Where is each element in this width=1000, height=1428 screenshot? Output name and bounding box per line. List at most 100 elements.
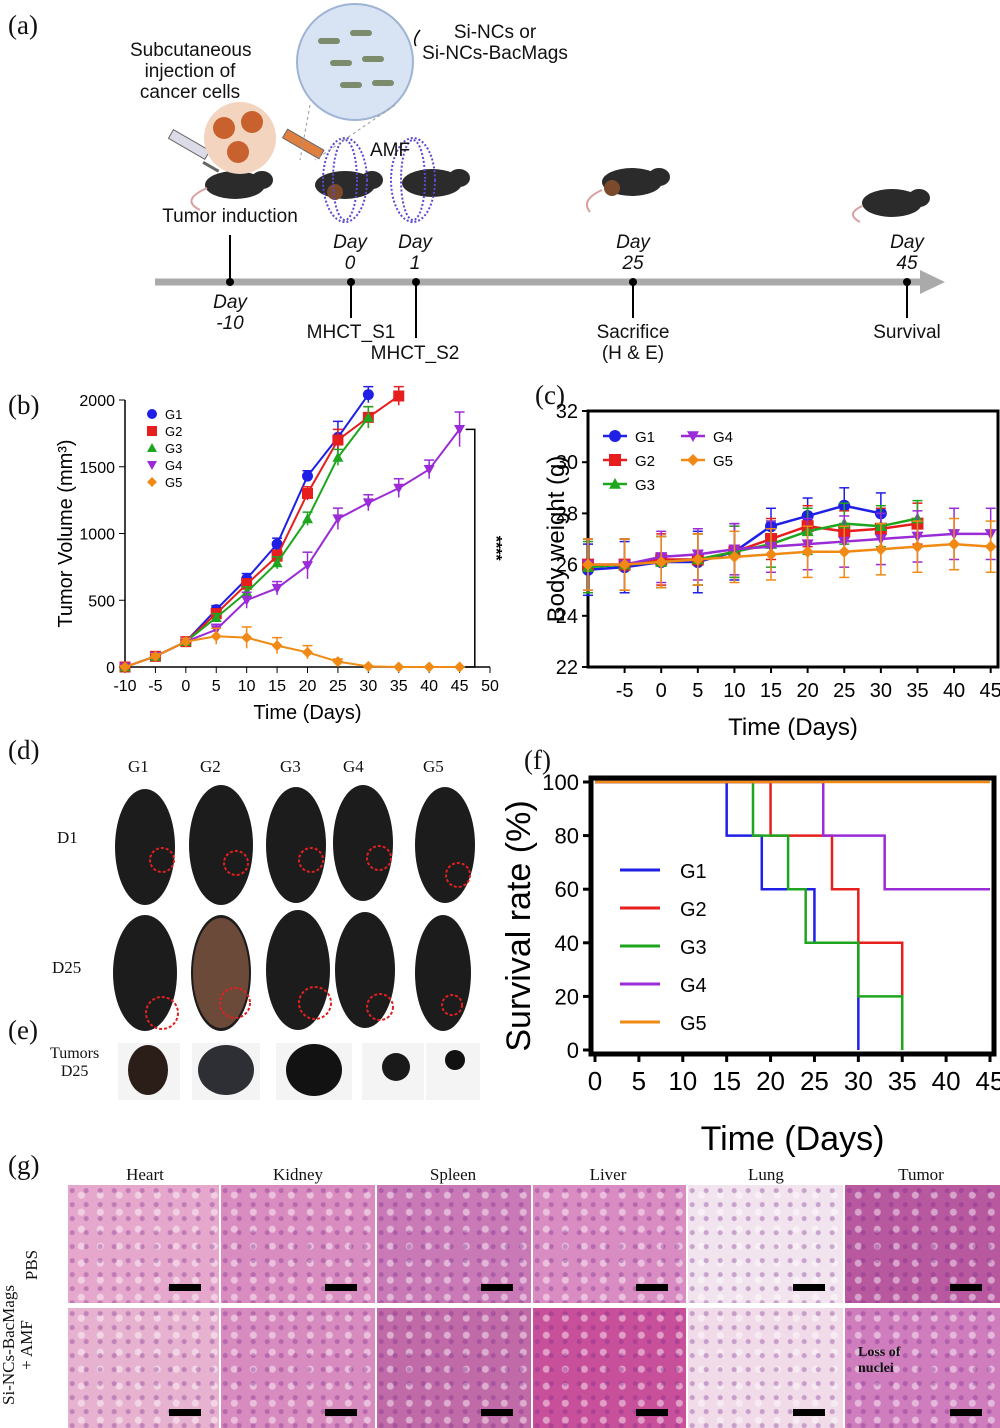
histology-image (845, 1308, 1000, 1428)
data-point (302, 561, 313, 572)
significance-label: **** (487, 536, 504, 562)
x-tick-label: 20 (797, 680, 819, 702)
tumors-label: Tumors D25 (50, 1045, 100, 1080)
legend-marker (687, 454, 699, 466)
legend-label: G2 (635, 453, 655, 470)
x-tick-label: 5 (632, 1066, 646, 1096)
scale-bar (950, 1409, 982, 1416)
injection-label: Subcutaneous injection of cancer cells (130, 40, 252, 103)
data-point (302, 646, 313, 658)
data-point (271, 538, 283, 550)
data-point (393, 390, 405, 402)
panel-g-label: (g) (8, 1150, 40, 1180)
data-point (362, 660, 374, 672)
data-point (362, 411, 374, 422)
panel-a-label: (a) (8, 10, 38, 40)
y-tick-label: 1500 (79, 460, 115, 477)
x-tick-label: 15 (268, 678, 286, 695)
legend-marker (147, 443, 157, 452)
significance-bracket (465, 428, 476, 668)
data-point (271, 557, 283, 568)
amf-coil-icon (322, 137, 436, 223)
day-label: Day 25 (616, 232, 650, 274)
loss-of-nuclei-annotation: Loss of nuclei (858, 1345, 901, 1376)
histology-image (68, 1308, 219, 1428)
histology-image (377, 1308, 531, 1428)
histology-column-label: Liver (589, 1165, 627, 1184)
histology-image (688, 1308, 843, 1428)
y-axis-label: Body weight (g) (543, 456, 570, 623)
data-point (838, 545, 851, 558)
legend-marker (687, 431, 699, 442)
event-label: MHCT_S1 (306, 322, 396, 343)
photo-group-label: G2 (200, 757, 221, 776)
photo-group-label: G1 (128, 757, 149, 776)
legend-label: G1 (165, 407, 182, 422)
x-tick-label: 35 (888, 1066, 917, 1096)
x-tick-label: 20 (299, 678, 317, 695)
histology-image (533, 1185, 686, 1303)
data-point (874, 543, 887, 556)
x-tick-label: 5 (212, 678, 221, 695)
x-tick-label: 10 (238, 678, 256, 695)
y-tick-label: 22 (556, 657, 578, 679)
scale-bar (325, 1284, 357, 1291)
data-point (582, 558, 594, 571)
data-point (423, 465, 435, 475)
data-point (332, 656, 344, 668)
series-G2 (582, 502, 924, 591)
data-point (393, 483, 405, 494)
mouse-icon (586, 168, 670, 213)
x-tick-label: -5 (616, 680, 634, 702)
legend-marker (609, 454, 621, 466)
legend-label: G3 (680, 937, 707, 959)
x-tick-label: 10 (723, 680, 745, 702)
series-line (595, 780, 904, 1050)
data-point (393, 661, 405, 673)
x-tick-label: 45 (451, 678, 469, 695)
y-tick-label: 20 (555, 984, 579, 1009)
data-point (180, 636, 192, 648)
panel-d-label: (d) (8, 735, 40, 765)
x-tick-label: 0 (181, 678, 190, 695)
legend-label: G4 (165, 458, 182, 473)
legend-label: G2 (165, 424, 182, 439)
x-tick-label: 0 (588, 1066, 602, 1096)
x-tick-label: 30 (359, 678, 377, 695)
day-label: Day 0 (333, 232, 367, 274)
series-line (587, 517, 918, 569)
y-tick-label: 2000 (79, 393, 115, 410)
x-tick-label: 25 (833, 680, 855, 702)
panel-e-label: (e) (8, 1015, 38, 1045)
series-G2 (119, 385, 405, 673)
data-point (911, 540, 924, 553)
series-G5 (119, 626, 466, 673)
legend-marker (147, 477, 157, 487)
tumor-induction-label: Tumor induction (162, 206, 298, 227)
scale-bar (636, 1409, 668, 1416)
x-tick-label: 20 (756, 1066, 785, 1096)
day-label: Day -10 (213, 292, 247, 334)
legend-label: G4 (680, 975, 707, 997)
y-tick-label: 60 (555, 877, 579, 902)
series-line (588, 532, 991, 566)
cancer-cells-icon (204, 102, 276, 174)
particles-label: Si-NCs or Si-NCs-BacMags (422, 22, 568, 64)
event-label: MHCT_S2 (370, 343, 460, 364)
data-point (302, 470, 313, 482)
scale-bar (793, 1284, 825, 1291)
syringe-icon (167, 128, 220, 173)
y-tick-label: 28 (556, 503, 578, 525)
data-point (618, 558, 631, 571)
data-point (332, 514, 344, 525)
data-point (241, 578, 253, 590)
event-label: Sacrifice (H & E) (596, 322, 670, 364)
legend-label: G3 (635, 477, 655, 494)
y-tick-label: 0 (567, 1038, 579, 1063)
data-point (948, 538, 961, 551)
y-axis-label: Tumor Volume (mm³) (55, 439, 77, 627)
legend-marker (147, 409, 157, 419)
photo-row-label: D1 (57, 828, 78, 847)
x-tick-label: 30 (844, 1066, 873, 1096)
x-tick-label: 25 (329, 678, 347, 695)
